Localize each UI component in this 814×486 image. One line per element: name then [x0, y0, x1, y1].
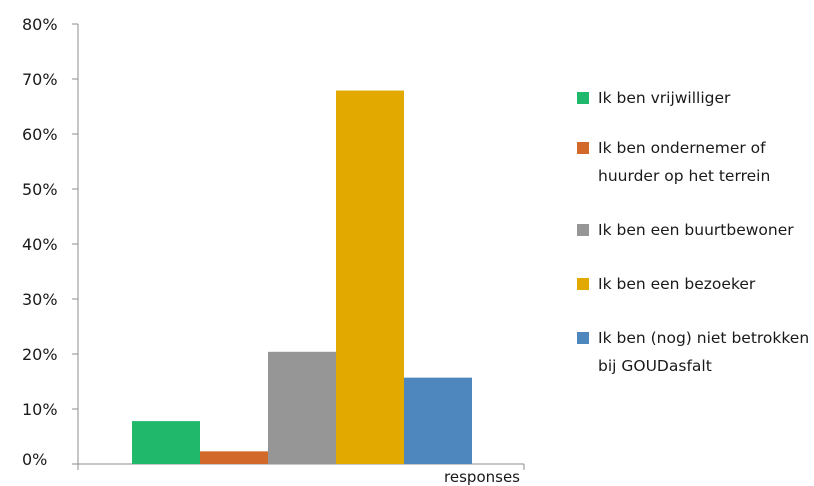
legend-label: Ik ben een bezoeker — [598, 275, 756, 293]
y-tick-label: 30% — [22, 290, 58, 309]
bar-chart: 0% 10% 20% 30% 40% 50% 60% 70% 80% responses — [22, 15, 525, 486]
legend-item-1: Ik ben vrijwilliger — [577, 84, 813, 112]
x-category-label: responses — [444, 468, 520, 486]
bar-series-2 — [200, 451, 268, 464]
y-tick-label: 20% — [22, 345, 58, 364]
y-tick-label: 50% — [22, 180, 58, 199]
legend-item-3: Ik ben een buurtbewoner — [577, 216, 813, 244]
y-tick-label: 70% — [22, 70, 58, 89]
y-tick-label: 40% — [22, 235, 58, 254]
legend-label: Ik ben (nog) niet betrokken bij GOUDasfa… — [598, 329, 810, 375]
legend-label: Ik ben een buurtbewoner — [598, 221, 794, 239]
legend-swatch — [577, 92, 589, 104]
y-tick-label: 60% — [22, 125, 58, 144]
y-tick-label: 80% — [22, 15, 58, 34]
y-tick-label: 0% — [22, 450, 47, 469]
bar-series-3 — [268, 351, 336, 464]
y-tick-label: 10% — [22, 400, 58, 419]
legend-item-5: Ik ben (nog) niet betrokken bij GOUDasfa… — [577, 324, 813, 380]
legend-label: Ik ben ondernemer of huurder op het terr… — [598, 139, 771, 185]
legend-swatch — [577, 142, 589, 154]
legend-swatch — [577, 332, 589, 344]
chart-legend: Ik ben vrijwilliger Ik ben ondernemer of … — [577, 84, 813, 380]
legend-item-2: Ik ben ondernemer of huurder op het terr… — [577, 134, 813, 190]
legend-item-4: Ik ben een bezoeker — [577, 270, 813, 298]
legend-swatch — [577, 224, 589, 236]
legend-label: Ik ben vrijwilliger — [598, 89, 731, 107]
bar-series-1 — [132, 421, 200, 464]
bar-series-5 — [404, 377, 472, 464]
bar-series-4 — [336, 90, 404, 465]
legend-swatch — [577, 278, 589, 290]
